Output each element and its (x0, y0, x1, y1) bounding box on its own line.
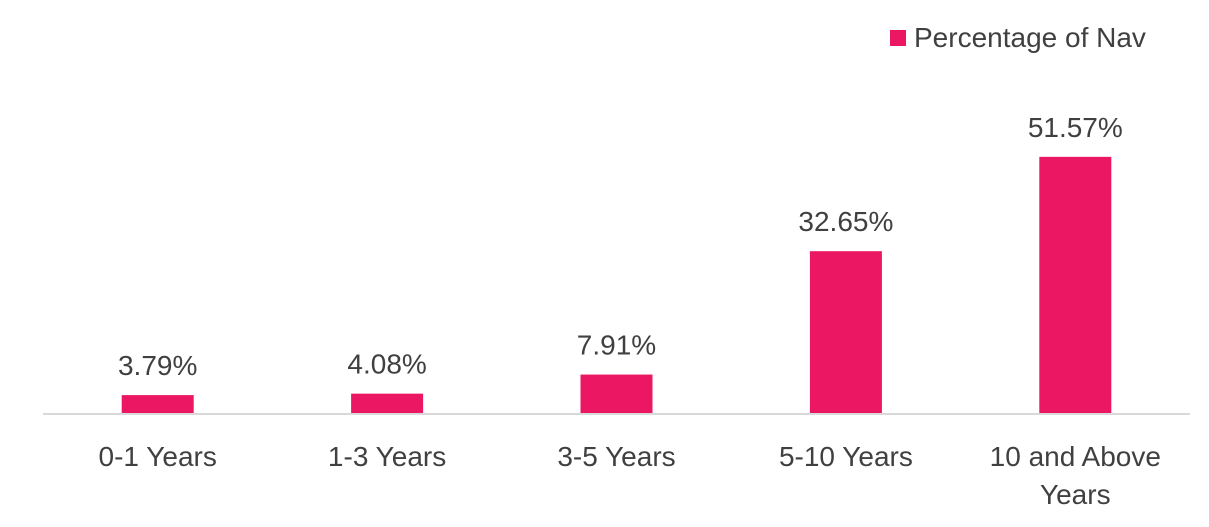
legend: Percentage of Nav (890, 22, 1146, 54)
data-label-1: 4.08% (347, 349, 426, 380)
x-tick-label-2: 3-5 Years (557, 441, 675, 472)
x-tick-label-1: 1-3 Years (328, 441, 446, 472)
x-tick-label-3: 5-10 Years (779, 441, 913, 472)
x-tick-label-0: 0-1 Years (99, 441, 217, 472)
bar-4 (1039, 156, 1112, 415)
bar-3 (809, 251, 882, 414)
legend-label: Percentage of Nav (914, 22, 1146, 53)
x-tick-label-4: 10 and Above Years (990, 441, 1161, 510)
data-label-0: 3.79% (118, 350, 197, 381)
data-label-2: 7.91% (577, 330, 656, 361)
legend-swatch (890, 30, 906, 46)
bar-0 (121, 395, 194, 414)
bar-1 (351, 393, 424, 414)
data-label-3: 32.65% (798, 206, 893, 237)
bar-2 (580, 374, 653, 414)
data-label-4: 51.57% (1028, 112, 1123, 143)
